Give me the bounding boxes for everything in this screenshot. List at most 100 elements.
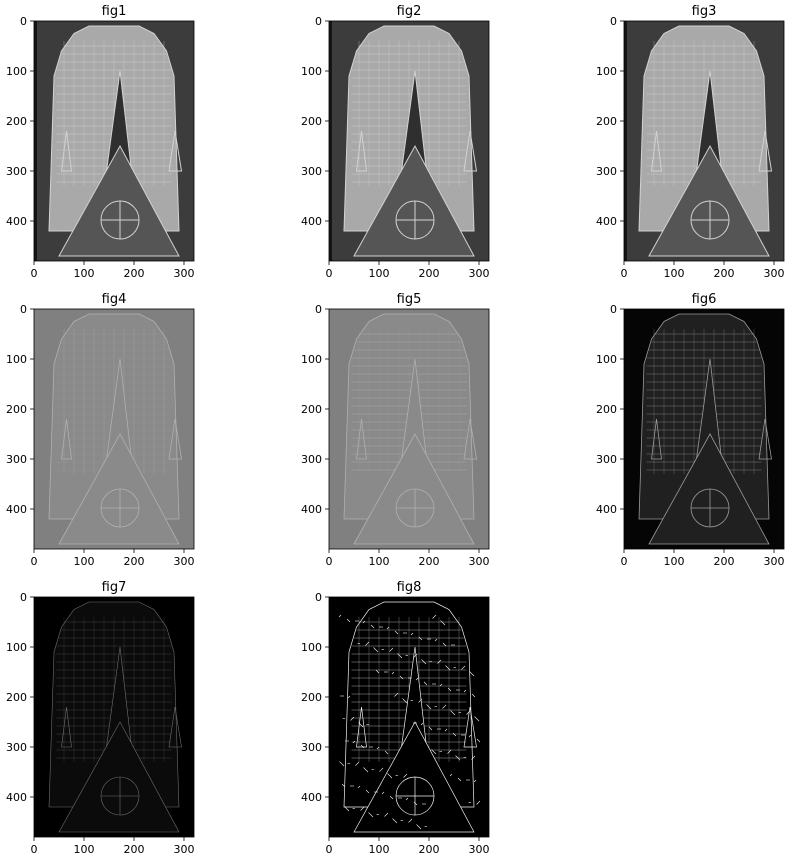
y-tick-label-2-1: 100 xyxy=(301,65,322,78)
chart-title-3: fig3 xyxy=(692,4,717,19)
y-tick-label-4-2: 200 xyxy=(6,403,27,416)
y-tick-label-2-4: 400 xyxy=(301,215,322,228)
y-tick-label-8-2: 200 xyxy=(301,691,322,704)
chart-title-4: fig4 xyxy=(102,292,127,307)
chart-frame-7 xyxy=(33,596,195,838)
x-tick-label-4-2: 200 xyxy=(124,555,145,568)
x-tick-label-4-1: 100 xyxy=(74,555,95,568)
chart-image-8 xyxy=(329,597,489,837)
y-tick-label-7-0: 0 xyxy=(20,591,27,604)
chart-title-5: fig5 xyxy=(397,292,422,307)
x-tick-label-5-3: 300 xyxy=(469,555,490,568)
chart-frame-8 xyxy=(328,596,490,838)
chart-panel-2: fig2 0 100 200 300 0 100 200 300 400 xyxy=(301,4,490,280)
y-tick-label-6-0: 0 xyxy=(610,303,617,316)
y-tick-label-7-3: 300 xyxy=(6,741,27,754)
x-tick-label-2-2: 200 xyxy=(419,267,440,280)
chart-frame-1 xyxy=(33,20,195,262)
chart-title-1: fig1 xyxy=(102,4,127,19)
x-tick-label-1-0: 0 xyxy=(31,267,38,280)
x-tick-label-2-0: 0 xyxy=(326,267,333,280)
x-tick-label-3-2: 200 xyxy=(714,267,735,280)
y-tick-label-1-3: 300 xyxy=(6,165,27,178)
x-tick-label-7-0: 0 xyxy=(31,843,38,856)
chart-panel-1: fig1 0 100 200 300 0 100 200 300 400 xyxy=(6,4,195,280)
y-tick-label-7-2: 200 xyxy=(6,691,27,704)
x-tick-label-4-0: 0 xyxy=(31,555,38,568)
y-tick-label-8-3: 300 xyxy=(301,741,322,754)
x-tick-label-2-3: 300 xyxy=(469,267,490,280)
x-tick-label-6-2: 200 xyxy=(714,555,735,568)
x-tick-label-8-3: 300 xyxy=(469,843,490,856)
x-tick-label-8-2: 200 xyxy=(419,843,440,856)
chart-panel-6: fig6 0 100 200 300 0 100 200 300 400 xyxy=(596,292,785,568)
chart-image-4 xyxy=(34,309,194,549)
chart-image-7 xyxy=(34,597,194,837)
chart-frame-4 xyxy=(33,308,195,550)
y-tick-label-3-3: 300 xyxy=(596,165,617,178)
y-tick-label-6-4: 400 xyxy=(596,503,617,516)
y-tick-label-4-3: 300 xyxy=(6,453,27,466)
x-tick-label-5-2: 200 xyxy=(419,555,440,568)
x-tick-label-1-3: 300 xyxy=(174,267,195,280)
x-tick-label-5-1: 100 xyxy=(369,555,390,568)
chart-frame-6 xyxy=(623,308,785,550)
chart-panel-3: fig3 0 100 200 300 0 100 200 300 400 xyxy=(596,4,785,280)
x-tick-label-3-0: 0 xyxy=(621,267,628,280)
y-tick-label-4-0: 0 xyxy=(20,303,27,316)
y-tick-label-7-1: 100 xyxy=(6,641,27,654)
x-tick-label-3-1: 100 xyxy=(664,267,685,280)
y-tick-label-1-4: 400 xyxy=(6,215,27,228)
y-tick-label-4-4: 400 xyxy=(6,503,27,516)
y-tick-label-5-0: 0 xyxy=(315,303,322,316)
chart-frame-3 xyxy=(623,20,785,262)
chart-panel-4: fig4 0 100 200 300 0 100 200 300 400 xyxy=(6,292,195,568)
y-tick-label-3-1: 100 xyxy=(596,65,617,78)
y-tick-label-2-3: 300 xyxy=(301,165,322,178)
x-tick-label-3-3: 300 xyxy=(764,267,785,280)
x-tick-label-8-0: 0 xyxy=(326,843,333,856)
y-tick-label-8-1: 100 xyxy=(301,641,322,654)
chart-image-5 xyxy=(329,309,489,549)
chart-frame-2 xyxy=(328,20,490,262)
chart-title-8: fig8 xyxy=(397,580,422,595)
y-tick-label-1-0: 0 xyxy=(20,15,27,28)
chart-frame-5 xyxy=(328,308,490,550)
x-tick-label-5-0: 0 xyxy=(326,555,333,568)
y-tick-label-3-0: 0 xyxy=(610,15,617,28)
y-tick-label-6-2: 200 xyxy=(596,403,617,416)
x-tick-label-6-0: 0 xyxy=(621,555,628,568)
x-tick-label-8-1: 100 xyxy=(369,843,390,856)
y-tick-label-2-2: 200 xyxy=(301,115,322,128)
chart-title-2: fig2 xyxy=(397,4,422,19)
chart-panel-7: fig7 0 100 200 300 0 100 200 300 400 xyxy=(6,580,195,856)
y-tick-label-4-1: 100 xyxy=(6,353,27,366)
y-tick-label-5-3: 300 xyxy=(301,453,322,466)
y-tick-label-5-2: 200 xyxy=(301,403,322,416)
x-tick-label-1-2: 200 xyxy=(124,267,145,280)
x-tick-label-4-3: 300 xyxy=(174,555,195,568)
x-tick-label-7-3: 300 xyxy=(174,843,195,856)
y-tick-label-2-0: 0 xyxy=(315,15,322,28)
chart-image-6 xyxy=(624,309,784,549)
chart-image-1 xyxy=(34,21,194,261)
x-tick-label-1-1: 100 xyxy=(74,267,95,280)
chart-image-2 xyxy=(329,21,489,261)
chart-panel-8: fig8 0 100 200 300 0 100 200 300 400 xyxy=(301,580,490,856)
y-tick-label-6-1: 100 xyxy=(596,353,617,366)
chart-panel-5: fig5 0 100 200 300 0 100 200 300 400 xyxy=(301,292,490,568)
y-tick-label-6-3: 300 xyxy=(596,453,617,466)
y-tick-label-3-4: 400 xyxy=(596,215,617,228)
x-tick-label-7-1: 100 xyxy=(74,843,95,856)
y-tick-label-1-1: 100 xyxy=(6,65,27,78)
y-tick-label-1-2: 200 xyxy=(6,115,27,128)
x-tick-label-6-3: 300 xyxy=(764,555,785,568)
chart-image-3 xyxy=(624,21,784,261)
chart-title-7: fig7 xyxy=(102,580,127,595)
y-tick-label-7-4: 400 xyxy=(6,791,27,804)
x-tick-label-2-1: 100 xyxy=(369,267,390,280)
chart-title-6: fig6 xyxy=(692,292,717,307)
y-tick-label-5-4: 400 xyxy=(301,503,322,516)
y-tick-label-8-0: 0 xyxy=(315,591,322,604)
